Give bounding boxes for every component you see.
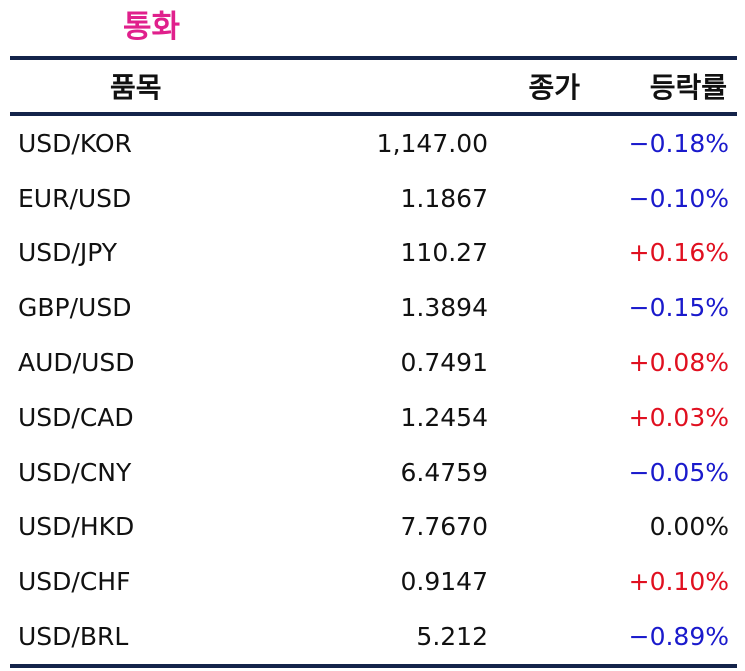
close-price: 5.212: [416, 622, 488, 652]
close-price: 1.2454: [400, 402, 488, 432]
table-row: EUR/USD 1.1867 −0.10%: [10, 171, 737, 226]
currency-pair: EUR/USD: [18, 183, 132, 213]
change-rate: −0.10%: [628, 183, 729, 213]
close-price: 7.7670: [400, 512, 488, 542]
currency-pair: AUD/USD: [18, 348, 135, 378]
change-rate: 0.00%: [649, 512, 729, 542]
close-price: 0.7491: [400, 348, 488, 378]
header-item: 품목: [110, 71, 162, 104]
table-row: USD/CHF 0.9147 +0.10%: [10, 554, 737, 609]
header-close: 종가: [528, 71, 580, 104]
currency-pair: USD/CAD: [18, 402, 134, 432]
currency-pair: USD/HKD: [18, 512, 135, 542]
change-rate: −0.18%: [628, 128, 729, 158]
currency-table: 품목 종가 등락률 USD/KOR 1,147.00 −0.18% EUR/US…: [10, 56, 737, 668]
close-price: 1.3894: [400, 293, 488, 323]
close-price: 110.27: [400, 238, 488, 268]
close-price: 1,147.00: [376, 128, 488, 158]
currency-pair: USD/BRL: [18, 622, 129, 652]
table-row: USD/CNY 6.4759 −0.05%: [10, 445, 737, 500]
currency-pair: GBP/USD: [18, 293, 132, 323]
change-rate: +0.03%: [628, 402, 729, 432]
table-row: USD/KOR 1,147.00 −0.18%: [10, 116, 737, 171]
change-rate: +0.08%: [628, 348, 729, 378]
table-row: GBP/USD 1.3894 −0.15%: [10, 280, 737, 335]
table-row: AUD/USD 0.7491 +0.08%: [10, 335, 737, 390]
close-price: 1.1867: [400, 183, 488, 213]
close-price: 0.9147: [400, 567, 488, 597]
change-rate: +0.10%: [628, 567, 729, 597]
currency-pair: USD/CNY: [18, 457, 132, 487]
currency-pair: USD/CHF: [18, 567, 131, 597]
close-price: 6.4759: [400, 457, 488, 487]
change-rate: −0.05%: [628, 457, 729, 487]
table-row: USD/CAD 1.2454 +0.03%: [10, 390, 737, 445]
header-change: 등락률: [649, 71, 727, 104]
table-row: USD/JPY 110.27 +0.16%: [10, 226, 737, 281]
table-row: USD/HKD 7.7670 0.00%: [10, 500, 737, 555]
table-header: 품목 종가 등락률: [10, 60, 737, 116]
change-rate: +0.16%: [628, 238, 729, 268]
currency-pair: USD/JPY: [18, 238, 118, 268]
change-rate: −0.89%: [628, 622, 729, 652]
page-title: 통화: [123, 9, 181, 45]
table-row: USD/BRL 5.212 −0.89%: [10, 609, 737, 664]
change-rate: −0.15%: [628, 293, 729, 323]
currency-pair: USD/KOR: [18, 128, 132, 158]
